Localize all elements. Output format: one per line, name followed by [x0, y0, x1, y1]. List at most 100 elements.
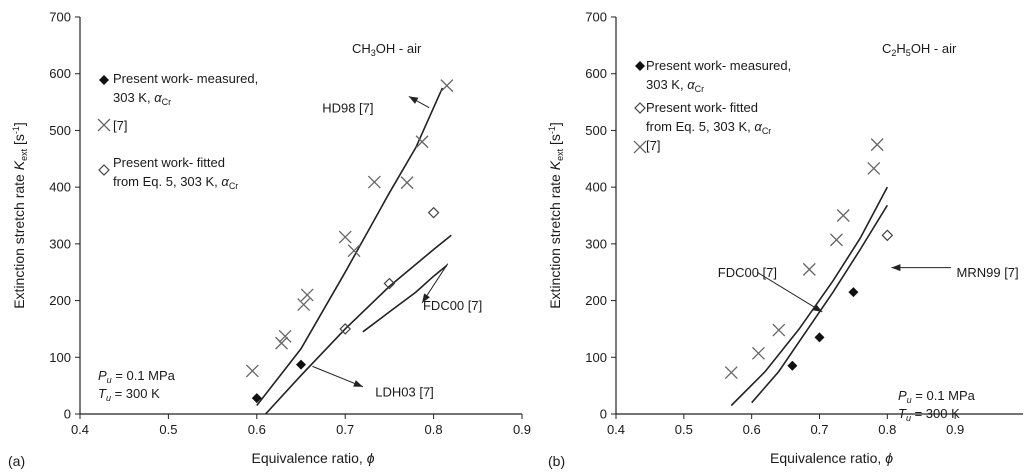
curve-mrn99: [751, 204, 888, 404]
data-point-cross: [245, 364, 259, 378]
legend-entry-text: Present work- fitted: [113, 155, 225, 170]
data-point-cross: [440, 79, 454, 93]
data-point-cross: [297, 298, 311, 312]
y-axis-label: Extinction stretch rate Kext [s-1]: [547, 122, 565, 309]
x-tick-label: 0.4: [607, 422, 625, 437]
legend-entry-text: from Eq. 5, 303 K, αCr: [646, 119, 771, 136]
data-point-cross: [724, 366, 738, 380]
data-point-diamond-open: [383, 277, 396, 290]
legend-entry-text: Present work- measured,: [113, 71, 258, 86]
arrow-head: [353, 380, 363, 387]
y-tick-label: 400: [49, 180, 71, 195]
curve-fdc00: [362, 264, 448, 333]
y-tick-label: 700: [49, 10, 71, 25]
x-tick-label: 0.8: [425, 422, 443, 437]
annotation-arrow: [756, 271, 823, 313]
legend-entry-text: 303 K, αCr: [113, 90, 171, 107]
y-tick-label: 200: [585, 293, 607, 308]
data-point-diamond-open: [339, 323, 352, 335]
x-tick-label: 0.9: [946, 422, 964, 437]
x-tick-label: 0.6: [743, 422, 761, 437]
legend-marker-cross: [97, 118, 111, 132]
data-point-cross: [278, 329, 292, 343]
y-tick-label: 0: [600, 407, 607, 422]
data-point-cross: [751, 346, 765, 360]
pressure-condition: Pu = 0.1 MPa: [898, 388, 976, 405]
legend-marker-diamond-open: [634, 102, 646, 114]
curve-label: LDH03 [7]: [375, 384, 434, 399]
y-tick-label: 600: [585, 66, 607, 81]
x-tick-label: 0.5: [675, 422, 693, 437]
y-tick-label: 500: [585, 123, 607, 138]
x-tick-label: 0.9: [513, 422, 531, 437]
data-point-cross: [415, 135, 429, 149]
x-tick-label: 0.8: [878, 422, 896, 437]
legend-entry-text: 303 K, αCr: [646, 77, 704, 94]
panel-label: (a): [8, 453, 25, 469]
data-point-cross: [338, 230, 352, 244]
temperature-condition: Tu = 300 K: [898, 406, 960, 423]
pressure-condition: Pu = 0.1 MPa: [98, 368, 176, 385]
data-point-diamond-filled: [251, 393, 262, 404]
data-point-diamond-open: [427, 206, 440, 219]
arrow-head: [812, 304, 823, 312]
y-tick-label: 300: [585, 236, 607, 251]
y-tick-label: 500: [49, 123, 71, 138]
x-axis-label: Equivalence ratio, ϕ: [252, 450, 375, 466]
data-point-diamond-open: [881, 229, 894, 242]
arrow-head: [422, 293, 430, 303]
arrow-head: [408, 96, 419, 104]
x-tick-label: 0.5: [159, 422, 177, 437]
mixture-label: C2H5OH - air: [882, 41, 957, 58]
data-point-cross: [347, 244, 361, 258]
curve-label: HD98 [7]: [322, 101, 373, 116]
data-point-diamond-filled: [814, 332, 825, 343]
data-point-cross: [802, 262, 816, 276]
y-tick-label: 700: [585, 10, 607, 25]
y-tick-label: 400: [585, 180, 607, 195]
legend-entry-text: [7]: [113, 118, 127, 133]
mixture-label: CH3OH - air: [352, 41, 422, 58]
legend-marker-diamond-filled: [635, 61, 645, 71]
data-point-cross: [367, 175, 381, 189]
curve-hd98: [256, 87, 444, 406]
data-point-diamond-filled: [848, 287, 859, 298]
legend-entry-text: Present work- measured,: [646, 58, 791, 73]
annotation-arrow: [312, 365, 364, 388]
data-point-diamond-filled: [296, 359, 306, 370]
data-point-cross: [772, 323, 786, 337]
panel-a: 0.4 0.5 0.6 0.7 0.8 0.9 0 100 200 300 400 500 600 700…: [8, 10, 531, 470]
y-tick-label: 100: [49, 350, 71, 365]
data-point-cross: [400, 176, 414, 190]
data-point-cross: [870, 138, 884, 152]
curve-label: MRN99 [7]: [957, 265, 1019, 280]
legend-entry-text: from Eq. 5, 303 K, αCr: [113, 174, 238, 191]
x-tick-label: 0.7: [810, 422, 828, 437]
y-tick-label: 0: [64, 407, 71, 422]
data-point-cross: [867, 161, 881, 175]
legend-marker-diamond-open: [98, 164, 110, 176]
data-point-cross: [836, 209, 850, 222]
y-tick-label: 300: [49, 236, 71, 251]
data-point-cross: [300, 288, 314, 302]
panel-label: (b): [548, 453, 565, 469]
legend-entry-text: Present work- fitted: [646, 100, 758, 115]
legend-marker-diamond-filled: [99, 75, 109, 85]
y-tick-label: 100: [585, 350, 607, 365]
legend-marker-cross: [633, 140, 647, 154]
temperature-condition: Tu = 300 K: [98, 386, 160, 403]
y-axis-label: Extinction stretch rate Kext [s-1]: [11, 122, 29, 309]
data-point-cross: [829, 233, 843, 247]
curve-fdc00: [730, 186, 889, 407]
y-tick-label: 200: [49, 293, 71, 308]
x-tick-label: 0.4: [71, 422, 89, 437]
curve-ldh03: [265, 234, 452, 415]
x-tick-label: 0.7: [336, 422, 354, 437]
data-point-diamond-filled: [787, 360, 798, 371]
legend-entry-text: [7]: [646, 138, 660, 153]
panel-b: 0.4 0.5 0.6 0.7 0.8 0.9 0 100 200 300 400 500 600 700…: [547, 10, 1023, 469]
curve-label: FDC00 [7]: [718, 265, 777, 280]
curve-label: FDC00 [7]: [423, 298, 482, 313]
data-point-cross: [275, 336, 289, 350]
